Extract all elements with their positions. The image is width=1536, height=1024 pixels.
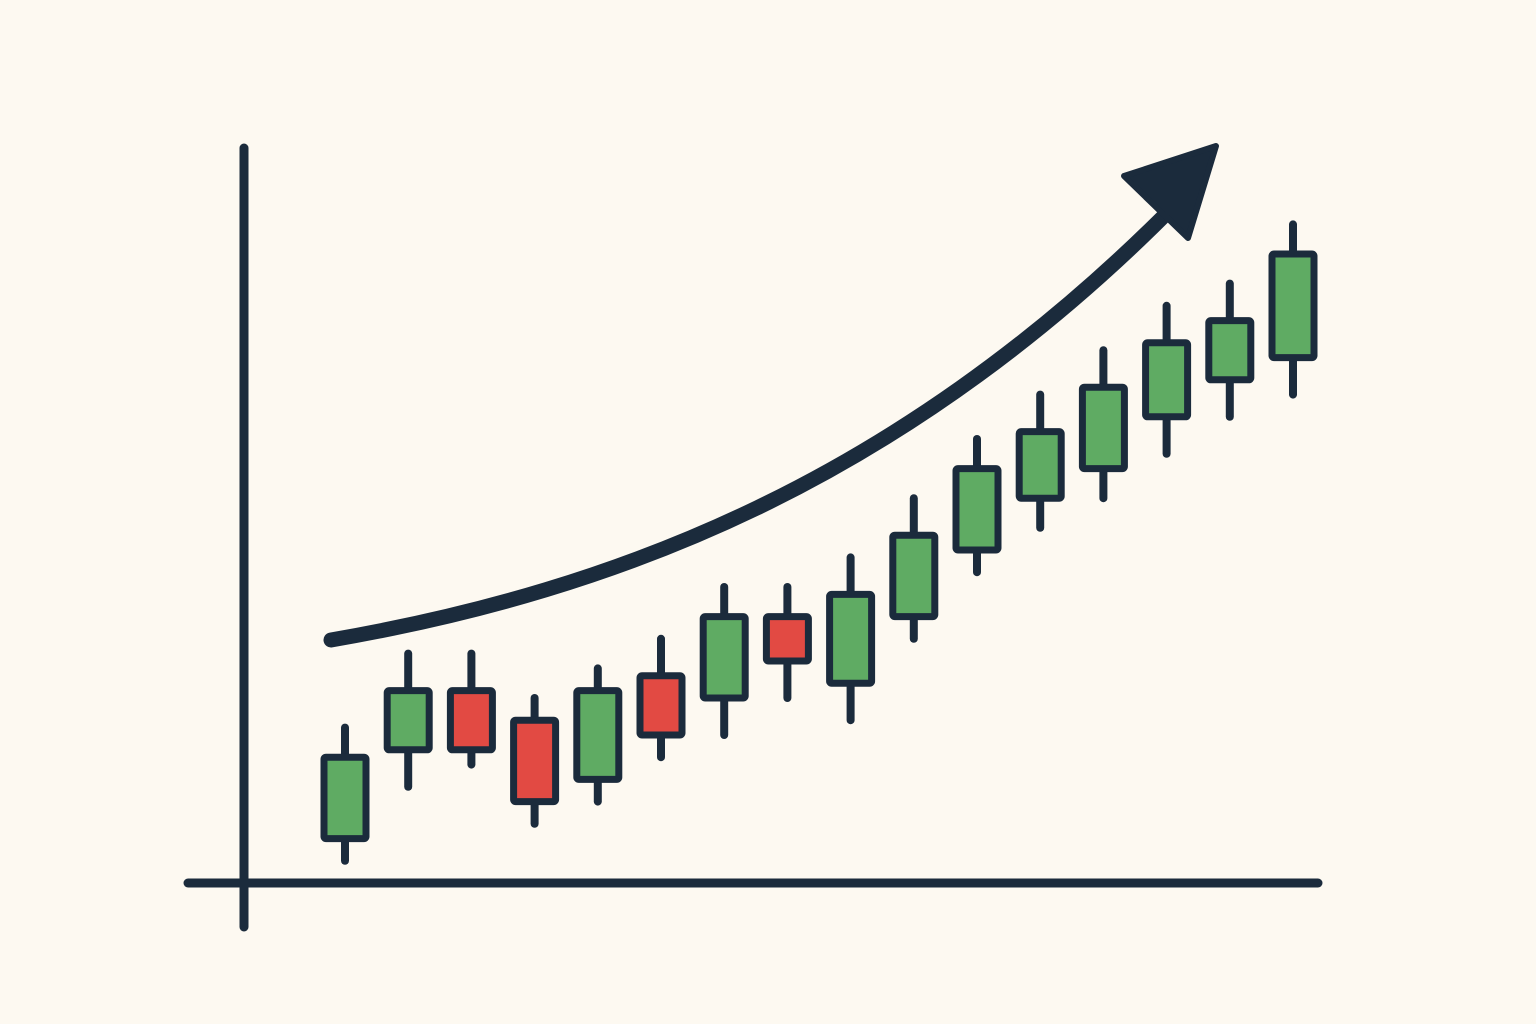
candle-body-bullish: [889, 531, 939, 621]
candle: [1268, 220, 1318, 399]
candle: [889, 494, 939, 643]
candle: [510, 694, 560, 828]
candle-body-bullish: [1078, 383, 1128, 473]
candle: [699, 583, 749, 739]
candle: [636, 634, 686, 762]
trend-arrow-head: [1121, 143, 1219, 241]
candle: [762, 583, 812, 702]
candles: [320, 220, 1318, 865]
candle-body-bearish: [510, 716, 560, 806]
candle-body-bullish: [1142, 339, 1192, 421]
candle: [826, 553, 876, 725]
candle-body-bullish: [826, 590, 876, 687]
candle: [383, 649, 433, 791]
candle-body-bearish: [446, 687, 496, 754]
candle: [1015, 390, 1065, 532]
candle-body-bullish: [573, 687, 623, 783]
candle-body-bullish: [383, 687, 433, 754]
candle-body-bullish: [1015, 428, 1065, 502]
candle-body-bullish: [1268, 250, 1318, 362]
candle: [1142, 301, 1192, 458]
candle: [1205, 279, 1255, 421]
candle-body-bearish: [762, 613, 812, 665]
candle: [446, 649, 496, 769]
candle: [573, 664, 623, 806]
candle-body-bearish: [636, 672, 686, 739]
trend-arrow-icon: [323, 143, 1219, 648]
candle: [1078, 346, 1128, 503]
axes: [183, 143, 1323, 932]
candle: [952, 435, 1002, 577]
candle-body-bullish: [952, 465, 1002, 554]
candle-body-bullish: [1205, 317, 1255, 384]
trend-arrow-shaft: [323, 204, 1176, 648]
candle-body-bullish: [320, 753, 370, 843]
candle: [320, 723, 370, 865]
candle-body-bullish: [699, 613, 749, 702]
